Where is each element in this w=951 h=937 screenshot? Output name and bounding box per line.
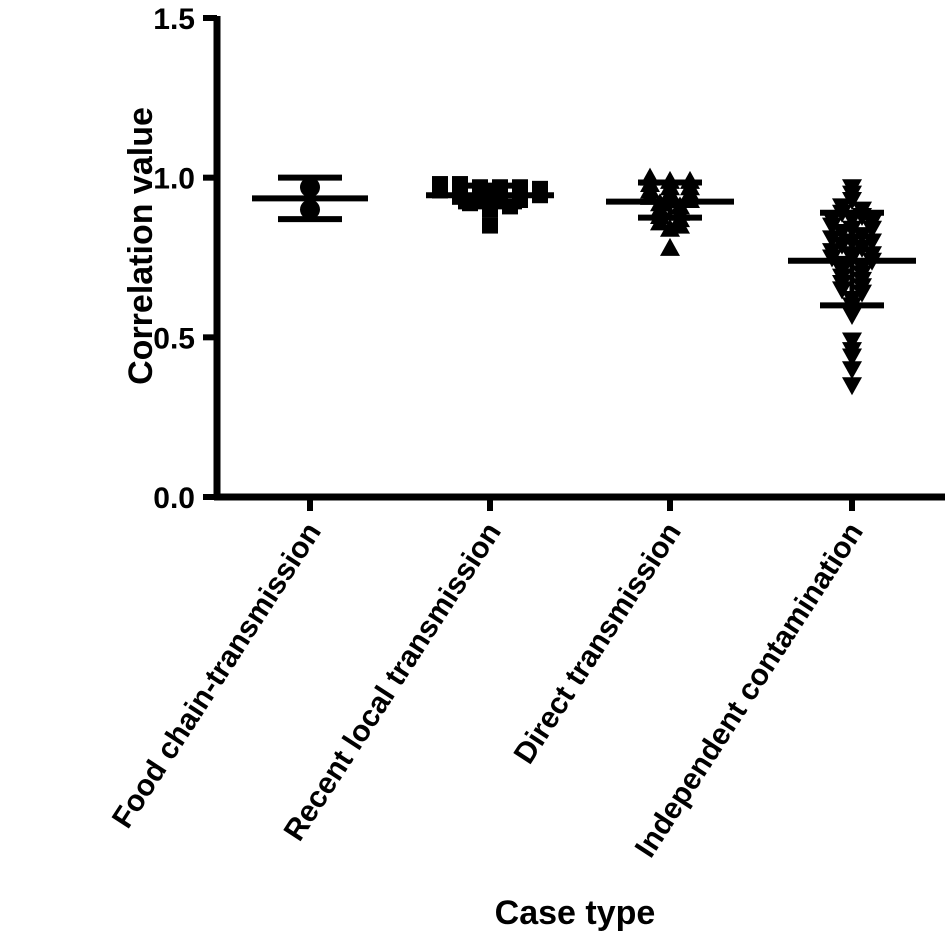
data-point bbox=[842, 192, 862, 211]
data-point bbox=[660, 237, 680, 256]
data-point bbox=[822, 217, 842, 236]
data-point bbox=[842, 348, 862, 367]
data-point bbox=[482, 217, 498, 234]
data-point bbox=[842, 377, 862, 396]
group-2 bbox=[606, 167, 734, 256]
group-3 bbox=[788, 179, 916, 396]
data-point bbox=[832, 281, 852, 300]
data-point bbox=[852, 239, 872, 258]
category-label: Recent local transmission bbox=[278, 517, 508, 847]
category-label: Food chain-transmission bbox=[106, 517, 328, 834]
group-0 bbox=[252, 174, 368, 223]
y-tick-label: 0.0 bbox=[153, 482, 195, 515]
y-tick-label: 0.5 bbox=[153, 322, 195, 355]
group-1 bbox=[426, 176, 554, 234]
category-label: Direct transmission bbox=[508, 517, 688, 770]
data-point bbox=[842, 361, 862, 380]
data-point bbox=[832, 223, 852, 242]
data-point bbox=[650, 212, 670, 231]
data-point bbox=[660, 218, 680, 237]
data-point bbox=[832, 236, 852, 255]
y-tick-label: 1.0 bbox=[153, 163, 195, 196]
data-point bbox=[852, 284, 872, 303]
y-ticks: 0.0 0.5 1.0 1.5 bbox=[153, 3, 217, 515]
y-tick-label: 1.5 bbox=[153, 3, 195, 36]
data-point bbox=[862, 233, 882, 252]
data-point bbox=[822, 230, 842, 249]
axes bbox=[213, 16, 945, 501]
data-point bbox=[862, 220, 882, 239]
y-axis-title: Correlation value bbox=[122, 107, 160, 385]
data-groups bbox=[252, 167, 916, 396]
x-axis-title: Case type bbox=[495, 894, 656, 932]
data-point bbox=[842, 306, 862, 325]
data-point bbox=[852, 227, 872, 246]
data-point bbox=[842, 332, 862, 351]
